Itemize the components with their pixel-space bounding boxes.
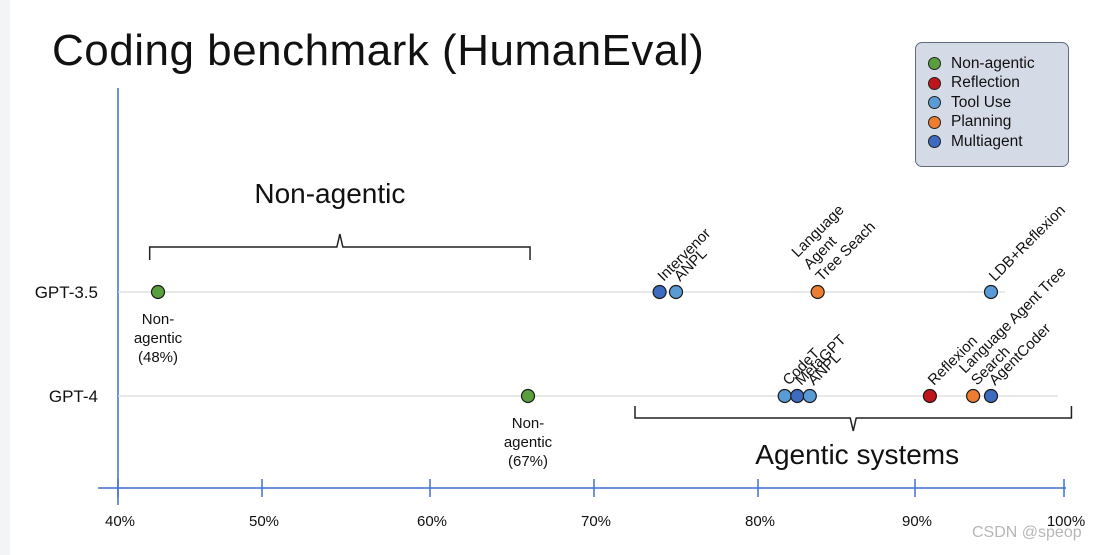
data-point-5 [983, 284, 999, 300]
legend-item-5: Multiagent [928, 132, 1068, 152]
y-tick-label-2: GPT-4 [49, 387, 98, 406]
legend-label-1: Non-agentic [951, 54, 1035, 72]
data-point-4 [810, 284, 825, 300]
left-margin-strip [0, 0, 10, 555]
data-label-1: Non-agentic (48%) [134, 311, 183, 366]
legend-item-4: Planning [928, 113, 1068, 133]
legend-marker-4 [928, 115, 941, 129]
data-point-3 [668, 284, 684, 300]
x-tick-label-4: 70% [581, 513, 611, 530]
legend-label-4: Planning [951, 113, 1012, 131]
legend-item-2: Reflection [928, 74, 1068, 94]
data-point-2 [652, 284, 667, 300]
chart-title: Coding benchmark (HumanEval) [52, 26, 705, 75]
legend-label-3: Tool Use [951, 93, 1012, 111]
watermark: CSDN @speop [972, 524, 1082, 541]
data-point-9 [802, 388, 817, 404]
data-point-11 [966, 388, 981, 404]
legend-label-2: Reflection [951, 74, 1020, 92]
data-point-8 [790, 388, 805, 404]
x-tick-label-2: 50% [249, 513, 279, 530]
legend-label-5: Multiagent [951, 132, 1023, 150]
legend-item-1: Non-agentic [928, 54, 1068, 74]
bracket-agentic-systems [634, 406, 1073, 432]
y-tick-label-1: GPT-3.5 [35, 283, 98, 302]
data-point-12 [983, 388, 999, 404]
legend-marker-3 [928, 96, 941, 110]
x-tick-label-7: 100% [1047, 513, 1085, 530]
x-tick-label-1: 40% [105, 513, 135, 530]
data-point-6 [520, 388, 536, 404]
data-label-6: Non-agentic (67%) [504, 415, 553, 470]
bracket-non-agentic [148, 233, 531, 260]
x-tick-label-6: 90% [902, 513, 932, 530]
x-tick-label-3: 60% [417, 513, 447, 530]
bracket-label-non-agentic: Non-agentic [254, 178, 405, 209]
legend-marker-2 [928, 76, 941, 90]
data-point-1 [150, 284, 166, 300]
legend-marker-5 [928, 135, 941, 149]
legend-item-3: Tool Use [928, 93, 1068, 113]
x-tick-label-5: 80% [745, 513, 775, 530]
bracket-label-agentic-systems: Agentic systems [755, 439, 959, 470]
data-point-10 [922, 388, 938, 404]
data-point-7 [777, 388, 792, 404]
data-label-4: LanguageAgentTree Seach [788, 194, 879, 285]
legend-marker-1 [928, 57, 941, 71]
legend: Non-agentic Reflection Tool Use Planning Mul… [915, 42, 1069, 167]
data-label-11: Language Agent TreeSearch [956, 263, 1081, 388]
